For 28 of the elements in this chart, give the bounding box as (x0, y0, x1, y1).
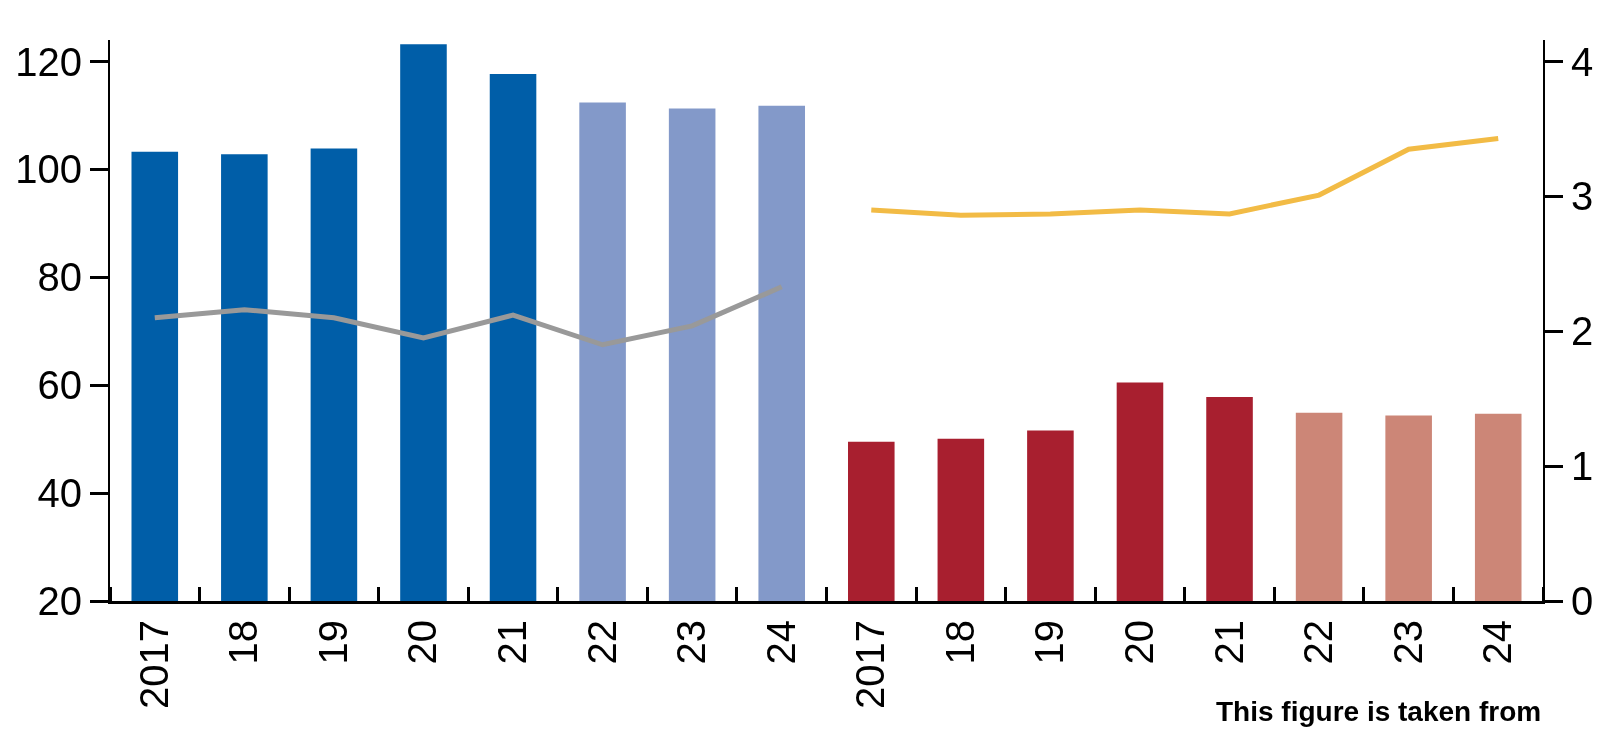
y2-tick-label: 4 (1571, 39, 1594, 84)
x-tick-label: 2017 (131, 620, 176, 709)
y-tick-label: 80 (37, 255, 82, 300)
x-tick-label: 24 (1475, 620, 1520, 665)
text: This figure is taken from (1216, 696, 1542, 727)
y2-tick-label: 0 (1571, 579, 1594, 623)
x-tick-label: 20 (400, 620, 445, 665)
x-tick-label: 24 (758, 620, 803, 665)
x-tick-label: 22 (579, 620, 624, 665)
y-tick-label: 120 (15, 39, 82, 84)
x-tick-label: 2017 (848, 620, 893, 709)
y-tick-label: 100 (15, 147, 82, 192)
x-tick-label: 23 (1385, 620, 1430, 665)
y-tick-label: 20 (37, 579, 82, 623)
x-tick-label: 20 (1116, 620, 1161, 665)
x-tick-label: 18 (221, 620, 266, 665)
x-tick-label: 19 (310, 620, 355, 665)
x-tick-label: 18 (937, 620, 982, 665)
y2-tick-label: 2 (1571, 309, 1594, 354)
y2-tick-label: 1 (1571, 444, 1594, 489)
y2-tick-label: 3 (1571, 174, 1594, 219)
x-tick-label: 23 (669, 620, 714, 665)
x-tick-label: 21 (490, 620, 535, 665)
x-tick-label: 22 (1296, 620, 1341, 665)
x-tick-label: 21 (1206, 620, 1251, 665)
x-tick-label: 19 (1027, 620, 1072, 665)
y-tick-label: 40 (37, 471, 82, 516)
y-tick-label: 60 (37, 363, 82, 408)
